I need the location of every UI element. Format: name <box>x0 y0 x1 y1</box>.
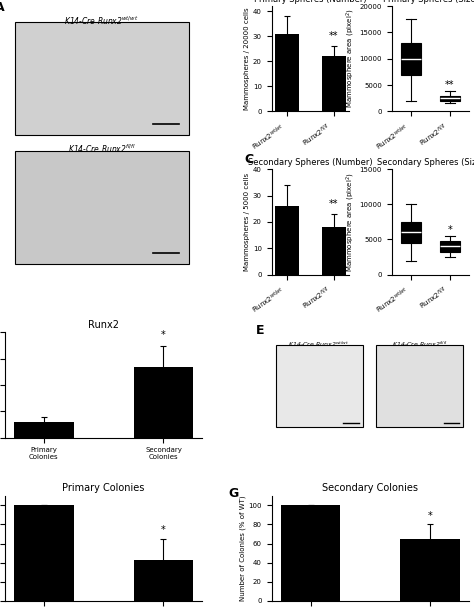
Y-axis label: Mammosphere area (pixel$^{2}$): Mammosphere area (pixel$^{2}$) <box>345 172 357 272</box>
Text: K14-Cre Runx2$^{fl/fl}$: K14-Cre Runx2$^{fl/fl}$ <box>392 340 448 349</box>
PathPatch shape <box>440 241 460 252</box>
Title: Primary Spheres (Number): Primary Spheres (Number) <box>254 0 367 4</box>
Bar <box>14 505 73 601</box>
PathPatch shape <box>401 222 421 243</box>
Text: E: E <box>256 324 264 337</box>
Y-axis label: Mammosphere area (pixel$^{2}$): Mammosphere area (pixel$^{2}$) <box>345 9 357 109</box>
Text: G: G <box>228 487 238 500</box>
Title: Secondary Colonies: Secondary Colonies <box>322 484 419 493</box>
FancyBboxPatch shape <box>15 151 189 264</box>
Text: **: ** <box>329 198 338 209</box>
Text: *: * <box>161 525 166 535</box>
FancyBboxPatch shape <box>376 345 463 427</box>
PathPatch shape <box>440 95 460 101</box>
Text: *: * <box>447 225 452 234</box>
Text: *: * <box>428 510 433 521</box>
Bar <box>281 505 340 601</box>
Bar <box>322 56 346 111</box>
Y-axis label: Mammospheres / 5000 cells: Mammospheres / 5000 cells <box>244 173 250 271</box>
Text: B: B <box>245 0 254 3</box>
PathPatch shape <box>401 43 421 75</box>
Title: Secondary Spheres (Number): Secondary Spheres (Number) <box>248 158 373 167</box>
Bar <box>401 539 460 601</box>
Bar <box>275 206 299 274</box>
Text: K14-Cre Runx2$^{fl/fl}$: K14-Cre Runx2$^{fl/fl}$ <box>68 143 136 155</box>
Title: Secondary Spheres (Size): Secondary Spheres (Size) <box>376 158 474 167</box>
Text: C: C <box>245 154 254 166</box>
Y-axis label: Mammospheres / 20000 cells: Mammospheres / 20000 cells <box>244 7 250 110</box>
Title: Primary Spheres (Size): Primary Spheres (Size) <box>383 0 474 4</box>
Bar <box>134 367 193 438</box>
Text: **: ** <box>329 31 338 41</box>
Title: Primary Colonies: Primary Colonies <box>63 484 145 493</box>
Bar <box>134 560 193 601</box>
Text: *: * <box>161 330 166 341</box>
Text: **: ** <box>445 80 455 90</box>
Text: A: A <box>0 1 4 14</box>
Text: K14-Cre Runx2$^{wt/wt}$: K14-Cre Runx2$^{wt/wt}$ <box>64 14 139 27</box>
Bar <box>275 33 299 111</box>
Title: Runx2: Runx2 <box>88 320 119 330</box>
FancyBboxPatch shape <box>15 22 189 135</box>
Bar <box>14 422 73 438</box>
FancyBboxPatch shape <box>275 345 363 427</box>
Text: K14-Cre Runx2$^{wt/wt}$: K14-Cre Runx2$^{wt/wt}$ <box>288 340 350 349</box>
Bar <box>322 227 346 274</box>
Y-axis label: Number of Colonies (% of WT): Number of Colonies (% of WT) <box>239 495 246 601</box>
